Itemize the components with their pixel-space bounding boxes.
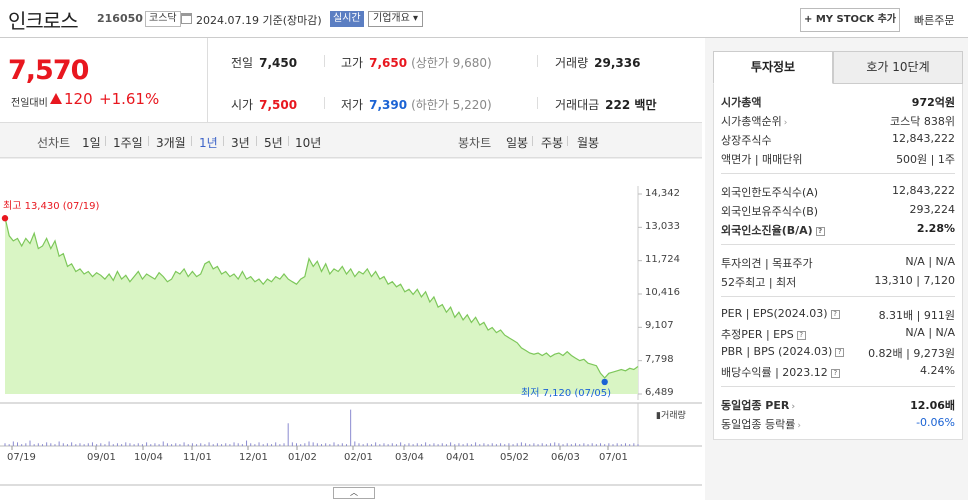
up-triangle-icon [50, 93, 62, 104]
info-row-shares: 상장주식수 12,843,222 [721, 132, 955, 147]
price-chart[interactable]: 14,342 13,033 11,724 10,416 9,107 7,798 … [0, 158, 702, 499]
y-tick: 6,489 [645, 387, 674, 398]
low-marker [601, 378, 608, 386]
stock-code: 216050 [97, 12, 143, 25]
x-tick: 02/01 [344, 452, 373, 463]
tab-3y[interactable]: 3년 [231, 136, 250, 150]
x-tick: 03/04 [395, 452, 424, 463]
quick-order-button[interactable]: 빠른주문 [914, 14, 955, 27]
x-tick: 10/04 [134, 452, 163, 463]
tab-daily[interactable]: 일봉 [506, 136, 529, 150]
current-price-panel: 7,570 전일대비 120 +1.61% [0, 38, 208, 122]
current-price: 7,570 [8, 55, 89, 86]
info-row-sector-per[interactable]: 동일업종 PER › 12.06배 [721, 399, 955, 412]
chart-period-tabs: 선차트 1일 1주일 3개월 1년 3년 5년 10년 봉차트 일봉 주봉 월봉 [0, 122, 702, 158]
collapse-chart-button[interactable]: ︿ [333, 487, 375, 499]
info-row-pbr-bps: PBR | BPS (2024.03)? 0.82배 | 9,273원 [721, 345, 955, 360]
tab-5y[interactable]: 5년 [264, 136, 283, 150]
company-overview-dropdown[interactable]: 기업개요 ▾ [368, 11, 423, 27]
info-row-foreign-ratio: 외국인소진율(B/A)? 2.28% [721, 222, 955, 237]
help-icon[interactable]: ? [796, 331, 806, 340]
add-my-stock-button[interactable]: + MY STOCK 추가 [800, 8, 900, 32]
y-tick: 9,107 [645, 320, 674, 331]
info-row-per-eps: PER | EPS(2024.03)? 8.31배 | 911원 [721, 307, 955, 322]
stock-header: 인크로스 216050 코스닥 2024.07.19 기준(장마감) 실시간 기… [0, 0, 968, 38]
info-row-market-cap: 시가총액 972억원 [721, 96, 955, 109]
stat-volume: 거래량 29,336 [555, 56, 641, 70]
x-tick: 09/01 [87, 452, 116, 463]
price-line [4, 217, 639, 379]
investment-info-panel: 투자정보 호가 10단계 시가총액 972억원 시가총액순위 › 코스닥 838위 상… [705, 38, 968, 500]
low-label: 최저 7,120 (07/05) [521, 388, 612, 399]
volume-legend: ▮거래량 [656, 411, 686, 421]
y-tick: 7,798 [645, 354, 674, 365]
help-icon[interactable]: ? [835, 348, 845, 357]
stat-low: 저가 7,390 (하한가 5,220) [341, 98, 492, 112]
price-chart-svg [0, 158, 702, 486]
stat-open: 시가 7,500 [231, 98, 298, 112]
change-label: 전일대비 [11, 98, 48, 109]
info-row-market-cap-rank: 시가총액순위 › 코스닥 838위 [721, 115, 955, 128]
tab-monthly[interactable]: 월봉 [577, 136, 600, 150]
investment-info-body: 시가총액 972억원 시가총액순위 › 코스닥 838위 상장주식수 12,843,22… [713, 84, 963, 440]
tab-weekly[interactable]: 주봉 [541, 136, 564, 150]
tab-order-book[interactable]: 호가 10단계 [833, 51, 963, 84]
x-tick: 04/01 [446, 452, 475, 463]
y-tick: 13,033 [645, 221, 680, 232]
x-tick: 05/02 [500, 452, 529, 463]
candle-chart-label: 봉차트 [458, 136, 492, 150]
info-row-foreign-holding: 외국인보유주식수(B) 293,224 [721, 203, 955, 218]
price-area-fill [5, 217, 638, 394]
info-row-est-per: 추정PER | EPS? N/A | N/A [721, 326, 955, 341]
stat-amount: 거래대금 222 백만 [555, 98, 657, 112]
tab-1w[interactable]: 1주일 [113, 136, 143, 150]
x-tick: 12/01 [239, 452, 268, 463]
info-row-par-value: 액면가 | 매매단위 500원 | 1주 [721, 153, 955, 166]
x-tick: 07/01 [599, 452, 628, 463]
info-row-opinion: 투자의견 | 목표주가 N/A | N/A [721, 255, 955, 270]
info-row-sector-change[interactable]: 동일업종 등락률 › -0.06% [721, 416, 955, 431]
stock-name: 인크로스 [8, 9, 79, 33]
tab-investment-info[interactable]: 투자정보 [713, 51, 833, 84]
info-row-dividend: 배당수익률 | 2023.12? 4.24% [721, 364, 955, 379]
info-row-foreign-limit: 외국인한도주식수(A) 12,843,222 [721, 184, 955, 199]
price-change: 120 [64, 90, 93, 108]
tab-3m[interactable]: 3개월 [156, 136, 186, 150]
help-icon[interactable]: ? [830, 369, 840, 378]
x-tick: 11/01 [183, 452, 212, 463]
realtime-badge[interactable]: 실시간 [330, 11, 364, 27]
high-label: 최고 13,430 (07/19) [3, 201, 100, 212]
help-icon[interactable]: ? [830, 310, 840, 319]
stat-high: 고가 7,650 (상한가 9,680) [341, 56, 492, 70]
market-badge: 코스닥 [145, 11, 181, 27]
as-of-date: 2024.07.19 기준(장마감) [196, 14, 322, 27]
info-row-52w: 52주최고 | 최저 13,310 | 7,120 [721, 274, 955, 289]
tab-1y[interactable]: 1년 [199, 136, 218, 150]
y-tick: 14,342 [645, 188, 680, 199]
x-tick: 06/03 [551, 452, 580, 463]
y-tick: 11,724 [645, 254, 680, 265]
side-tabs: 투자정보 호가 10단계 [713, 51, 963, 84]
high-marker [1, 215, 9, 222]
help-icon[interactable]: ? [815, 227, 825, 236]
y-tick: 10,416 [645, 287, 680, 298]
x-tick: 07/19 [7, 452, 36, 463]
x-tick: 01/02 [288, 452, 317, 463]
tab-1d[interactable]: 1일 [82, 136, 101, 150]
tab-10y[interactable]: 10년 [295, 136, 322, 150]
calendar-icon [181, 13, 192, 24]
line-chart-label: 선차트 [37, 136, 71, 150]
price-change-pct: +1.61% [99, 90, 160, 108]
price-stats: 전일 7,450 고가 7,650 (상한가 9,680) 거래량 29,336 시가 7… [210, 38, 702, 122]
stat-prev-close: 전일 7,450 [231, 56, 298, 70]
